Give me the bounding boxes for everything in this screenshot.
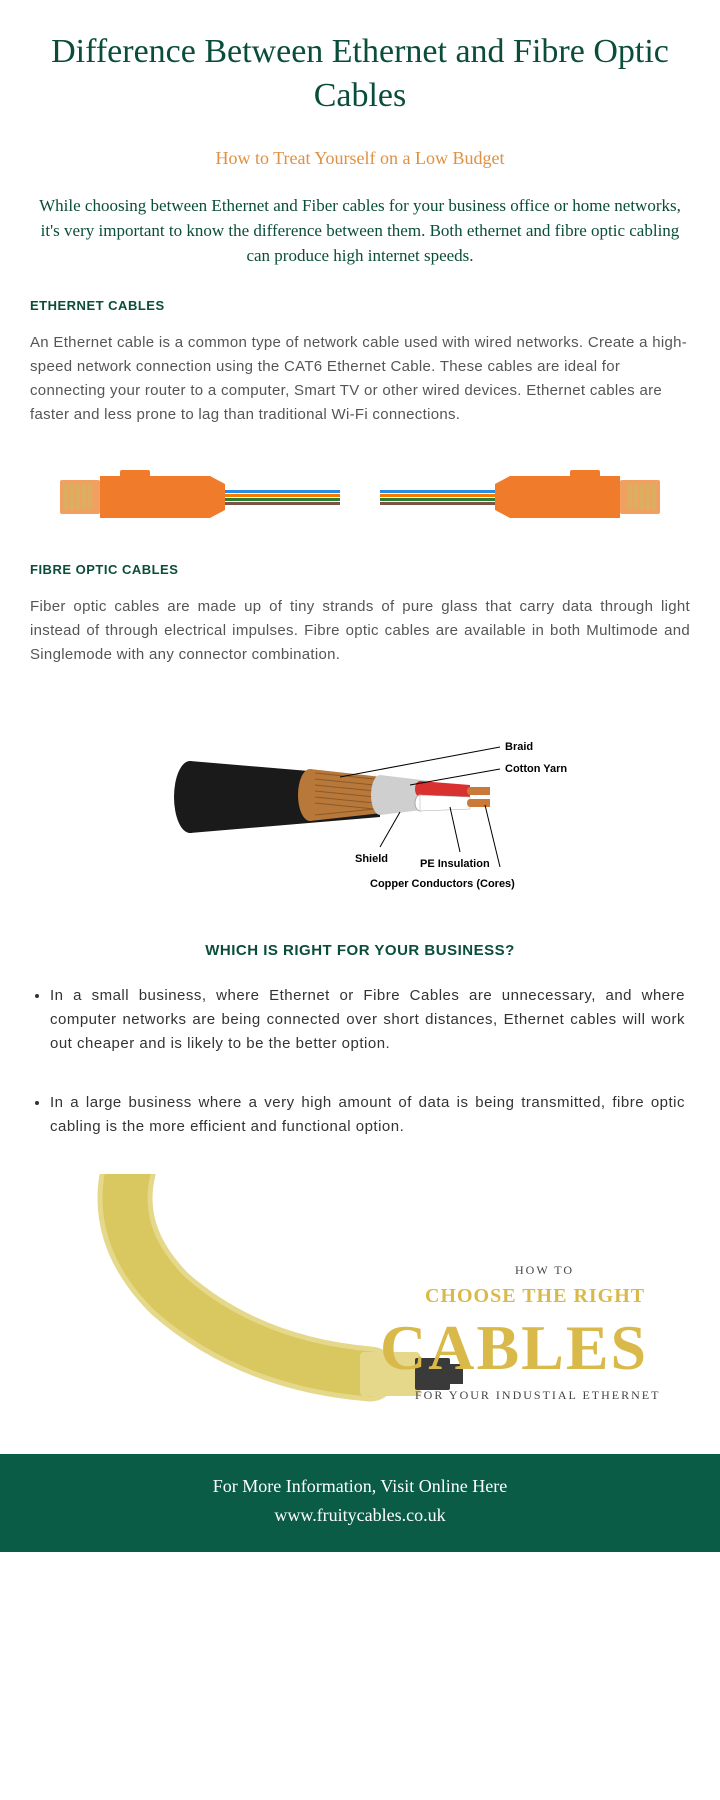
ethernet-body: An Ethernet cable is a common type of ne… — [0, 331, 720, 447]
choose-cables-graphic-icon: HOW TO CHOOSE THE RIGHT CABLES FOR YOUR … — [50, 1174, 670, 1424]
label-cores: Copper Conductors (Cores) — [370, 878, 515, 890]
choose-line2: CHOOSE THE RIGHT — [425, 1285, 645, 1307]
choose-line1: HOW TO — [515, 1263, 574, 1277]
ethernet-plug-right-icon — [380, 462, 660, 532]
which-heading: WHICH IS RIGHT FOR YOUR BUSINESS? — [0, 937, 720, 984]
bullet-item: In a large business where a very high am… — [50, 1091, 685, 1139]
label-shield: Shield — [355, 853, 388, 865]
label-pe: PE Insulation — [420, 858, 490, 870]
footer-line1: For More Information, Visit Online Here — [20, 1472, 700, 1501]
page: Difference Between Ethernet and Fibre Op… — [0, 0, 720, 1552]
fibre-diagram: Braid Cotton Yarn Shield PE Insulation C… — [0, 687, 720, 937]
bullet-item: In a small business, where Ethernet or F… — [50, 984, 685, 1056]
footer: For More Information, Visit Online Here … — [0, 1454, 720, 1552]
page-title: Difference Between Ethernet and Fibre Op… — [0, 0, 720, 128]
label-cotton: Cotton Yarn — [505, 763, 567, 775]
choose-line4: FOR YOUR INDUSTIAL ETHERNET — [415, 1388, 660, 1402]
which-bullets: In a small business, where Ethernet or F… — [0, 984, 720, 1139]
ethernet-heading: ETHERNET CABLES — [0, 293, 720, 331]
fibre-heading: FIBRE OPTIC CABLES — [0, 557, 720, 595]
ethernet-plug-left-icon — [60, 462, 340, 532]
fibre-body: Fiber optic cables are made up of tiny s… — [0, 595, 720, 687]
label-braid: Braid — [505, 741, 533, 753]
cable-cutaway-icon: Braid Cotton Yarn Shield PE Insulation C… — [120, 707, 600, 907]
choose-graphic: HOW TO CHOOSE THE RIGHT CABLES FOR YOUR … — [0, 1174, 720, 1454]
footer-line2: www.fruitycables.co.uk — [20, 1501, 700, 1530]
subtitle: How to Treat Yourself on a Low Budget — [0, 128, 720, 184]
ethernet-illustration — [0, 447, 720, 557]
intro-paragraph: While choosing between Ethernet and Fibe… — [0, 184, 720, 293]
choose-line3: CABLES — [380, 1312, 648, 1383]
